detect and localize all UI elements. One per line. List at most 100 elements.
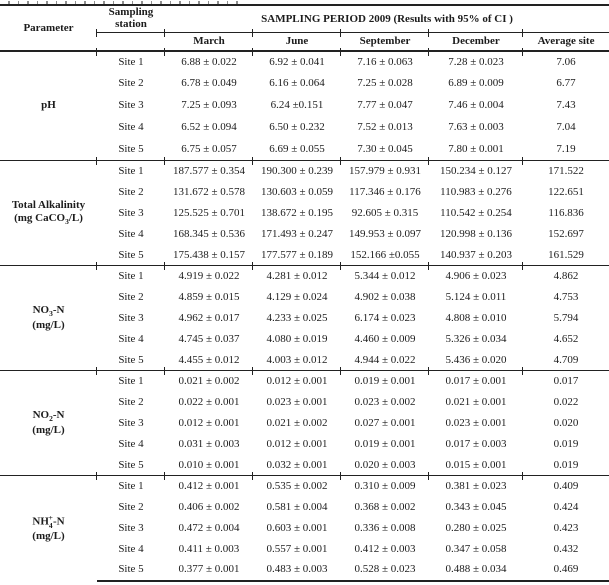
table-row: Site 5 0.377 ± 0.001 0.483 ± 0.003 0.528…	[0, 559, 609, 582]
value-december: 0.017 ± 0.001	[428, 367, 523, 392]
value-june: 0.021 ± 0.002	[266, 416, 328, 429]
value-march: 4.455 ± 0.012	[178, 353, 240, 366]
station-cell: Site 1	[96, 157, 165, 182]
value-average: 7.04	[556, 121, 576, 134]
station-cell: Site 2	[118, 500, 144, 513]
station-cell: Site 5	[118, 248, 144, 261]
station-cell: Site 4	[118, 542, 144, 555]
value-december: 0.347 ± 0.058	[445, 542, 507, 555]
table-row: Site 5 4.455 ± 0.012 4.003 ± 0.012 4.944…	[0, 350, 609, 371]
value-september: 0.023 ± 0.002	[354, 395, 416, 408]
value-september: 4.902 ± 0.038	[354, 290, 416, 303]
value-march: 4.745 ± 0.037	[178, 332, 240, 345]
station-cell: Site 5	[118, 458, 144, 471]
value-september: 0.412 ± 0.003	[354, 542, 416, 555]
value-december: 4.808 ± 0.010	[445, 311, 507, 324]
value-march: 0.411 ± 0.003	[178, 542, 240, 555]
unit-text: (mg/L)	[32, 319, 65, 332]
parameter-label-ph: pH	[0, 50, 97, 161]
value-december: 0.488 ± 0.034	[429, 559, 523, 582]
value-september: 0.336 ± 0.008	[354, 521, 416, 534]
table-row: Site 4 4.745 ± 0.037 4.080 ± 0.019 4.460…	[0, 329, 609, 350]
parameter-unit: (mg/L)	[0, 424, 97, 437]
value-average: 0.019	[553, 458, 579, 471]
table-row: NH4+-N (mg/L) Site 1 0.412 ± 0.001 0.535…	[0, 472, 609, 581]
table-row: Site 4 168.345 ± 0.536 171.493 ± 0.247 1…	[0, 224, 609, 245]
value-average: 171.522	[521, 157, 609, 182]
value-june: 0.535 ± 0.002	[252, 472, 341, 497]
table-row: Site 5 0.010 ± 0.001 0.032 ± 0.001 0.020…	[0, 455, 609, 476]
value-june: 0.012 ± 0.001	[266, 437, 328, 450]
table-row: Site 2 6.78 ± 0.049 6.16 ± 0.064 7.25 ± …	[0, 73, 609, 95]
station-cell: Site 5	[118, 143, 144, 156]
table-row: pH Site 1 6.88 ± 0.022 6.92 ± 0.041 7.16…	[0, 47, 609, 161]
value-june: 0.012 ± 0.001	[252, 367, 341, 392]
table-row: Site 2 131.672 ± 0.578 130.603 ± 0.059 1…	[0, 182, 609, 203]
station-cell: Site 4	[118, 227, 144, 240]
value-june: 0.483 ± 0.003	[253, 559, 341, 582]
section-no3-n: NO3-N (mg/L) Site 1 4.919 ± 0.022 4.281 …	[0, 262, 609, 371]
station-cell: Site 3	[118, 311, 144, 324]
value-average: 0.017	[521, 367, 609, 392]
value-march: 0.031 ± 0.003	[178, 437, 240, 450]
section-total-alkalinity: Total Alkalinity (mg CaCO3/L) Site 1 187…	[0, 157, 609, 266]
station-cell: Site 1	[96, 367, 165, 392]
value-december: 140.937 ± 0.203	[439, 248, 513, 261]
value-december: 110.542 ± 0.254	[440, 206, 512, 219]
value-december: 7.63 ± 0.003	[448, 121, 504, 134]
parameter-unit: (mg/L)	[0, 319, 97, 332]
value-june: 130.603 ± 0.059	[260, 185, 334, 198]
station-cell: Site 4	[118, 121, 144, 134]
station-cell: Site 3	[118, 521, 144, 534]
param-sub: 4	[48, 520, 53, 530]
value-june: 0.581 ± 0.004	[266, 500, 328, 513]
value-average: 7.06	[521, 47, 609, 73]
value-december: 0.280 ± 0.025	[445, 521, 507, 534]
param-text: NO	[32, 304, 50, 317]
value-september: 92.605 ± 0.315	[351, 206, 419, 219]
value-average: 4.709	[553, 353, 579, 366]
param-text: NO	[32, 409, 50, 422]
table-row: Site 5 6.75 ± 0.057 6.69 ± 0.055 7.30 ± …	[0, 139, 609, 161]
parameter-label-no3-n: NO3-N (mg/L)	[0, 265, 97, 371]
value-march: 6.78 ± 0.049	[181, 77, 237, 90]
param-text: -N	[52, 409, 65, 422]
value-june: 6.50 ± 0.232	[269, 121, 325, 134]
value-average: 116.836	[548, 206, 584, 219]
value-average: 5.794	[553, 311, 579, 324]
station-cell: Site 5	[97, 559, 165, 582]
value-december: 5.124 ± 0.011	[445, 290, 507, 303]
value-march: 0.472 ± 0.004	[178, 521, 240, 534]
table-row: Site 3 7.25 ± 0.093 6.24 ±0.151 7.77 ± 0…	[0, 95, 609, 117]
value-december: 5.326 ± 0.034	[445, 332, 507, 345]
station-cell: Site 3	[118, 416, 144, 429]
table-row: Site 4 0.031 ± 0.003 0.012 ± 0.001 0.019…	[0, 434, 609, 455]
station-cell: Site 3	[118, 206, 144, 219]
value-september: 152.166 ±0.055	[350, 248, 420, 261]
table-row: Total Alkalinity (mg CaCO3/L) Site 1 187…	[0, 157, 609, 266]
value-average: 4.753	[553, 290, 579, 303]
parameter-name: NH4+-N	[0, 513, 97, 530]
parameter-unit: (mg/L)	[0, 530, 97, 543]
value-september: 6.174 ± 0.023	[354, 311, 416, 324]
value-march: 0.012 ± 0.001	[178, 416, 240, 429]
value-march: 0.021 ± 0.002	[164, 367, 253, 392]
value-september: 7.30 ± 0.045	[357, 143, 413, 156]
value-june: 0.023 ± 0.001	[266, 395, 328, 408]
value-december: 4.906 ± 0.023	[428, 262, 523, 287]
column-header-december: December	[428, 28, 523, 52]
value-average: 152.697	[548, 227, 584, 240]
clipped-caption-remnant	[8, 1, 240, 4]
value-december: 110.983 ± 0.276	[440, 185, 512, 198]
value-december: 0.015 ± 0.001	[445, 458, 507, 471]
param-text: pH	[41, 98, 56, 111]
unit-text: (mg CaCO	[14, 212, 66, 225]
value-september: 4.460 ± 0.009	[354, 332, 416, 345]
value-march: 0.010 ± 0.001	[178, 458, 240, 471]
value-september: 149.953 ± 0.097	[348, 227, 422, 240]
value-december: 7.28 ± 0.023	[428, 47, 523, 73]
unit-sub: 3	[65, 217, 69, 227]
value-june: 6.24 ±0.151	[270, 99, 324, 112]
station-cell: Site 1	[96, 472, 165, 497]
value-june: 4.233 ± 0.025	[266, 311, 328, 324]
